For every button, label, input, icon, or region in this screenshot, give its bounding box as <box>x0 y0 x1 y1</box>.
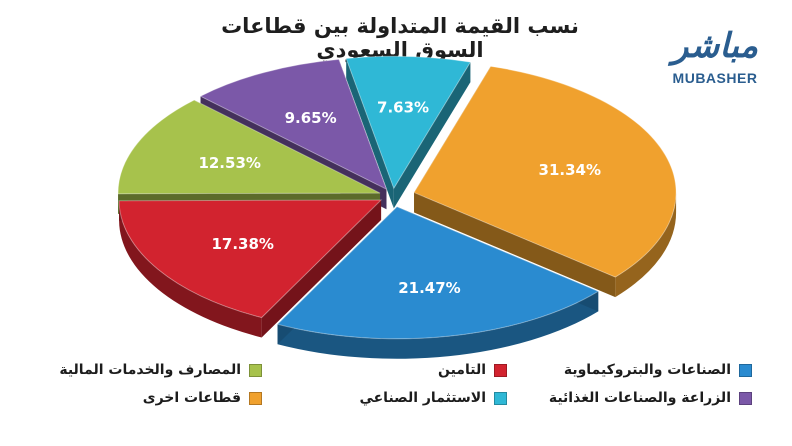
pie-slice-group <box>118 199 383 338</box>
legend-label: المصارف والخدمات المالية <box>59 362 241 378</box>
pie-slice-value-label: 31.34% <box>539 161 601 179</box>
legend-label: قطاعات اخرى <box>142 390 241 406</box>
legend-swatch <box>739 391 752 405</box>
pie-slice-edge <box>261 200 382 338</box>
chart-legend: الصناعات والبتروكيماوية التامين المصارف وا… <box>40 358 752 418</box>
legend-item: الصناعات والبتروكيماوية <box>507 358 752 382</box>
pie-slice-value-label: 9.65% <box>285 109 337 127</box>
legend-swatch <box>494 391 507 405</box>
legend-label: الصناعات والبتروكيماوية <box>563 362 731 378</box>
pie-slice-value-label: 17.38% <box>211 235 273 253</box>
mubasher-logo: مباشر MUBASHER <box>660 26 770 102</box>
pie-slice-group <box>276 206 600 359</box>
pie-slice <box>117 99 381 195</box>
pie-slice <box>276 206 600 340</box>
pie-slice-value-label: 12.53% <box>198 154 260 172</box>
legend-swatch <box>249 391 262 405</box>
pie-slice-value-label: 21.47% <box>398 279 460 297</box>
logo-arabic-text: مباشر <box>671 26 759 66</box>
pie-slice-side <box>119 200 262 338</box>
pie-slice-side <box>615 192 677 298</box>
pie-slice-group <box>345 55 472 209</box>
legend-item: المصارف والخدمات المالية <box>40 358 262 382</box>
pie-slice <box>118 199 383 319</box>
pie-slice <box>345 55 472 190</box>
pie-slice-edge <box>393 62 471 209</box>
legend-label: التامين <box>437 362 486 378</box>
pie-slice-side <box>277 291 599 359</box>
legend-item: قطاعات اخرى <box>40 386 262 410</box>
pie-slice-value-label: 7.63% <box>377 99 429 117</box>
legend-item: الزراعة والصناعات الغذائية <box>507 386 752 410</box>
legend-swatch <box>494 363 507 377</box>
pie-slice <box>413 65 677 278</box>
pie-slice-edge <box>346 58 394 209</box>
legend-label: الزراعة والصناعات الغذائية <box>548 390 731 406</box>
pie-slice-group <box>413 65 677 298</box>
logo-english-text: MUBASHER <box>672 70 758 86</box>
legend-swatch <box>249 363 262 377</box>
pie-slice-edge <box>414 192 616 298</box>
pie-slice <box>199 58 388 191</box>
legend-swatch <box>739 363 752 377</box>
legend-item: الاستثمار الصناعي <box>262 386 507 410</box>
chart-title: نسب القيمة المتداولة بين قطاعات السوق ال… <box>221 14 579 62</box>
legend-item: التامين <box>262 358 507 382</box>
legend-label: الاستثمار الصناعي <box>359 390 486 406</box>
